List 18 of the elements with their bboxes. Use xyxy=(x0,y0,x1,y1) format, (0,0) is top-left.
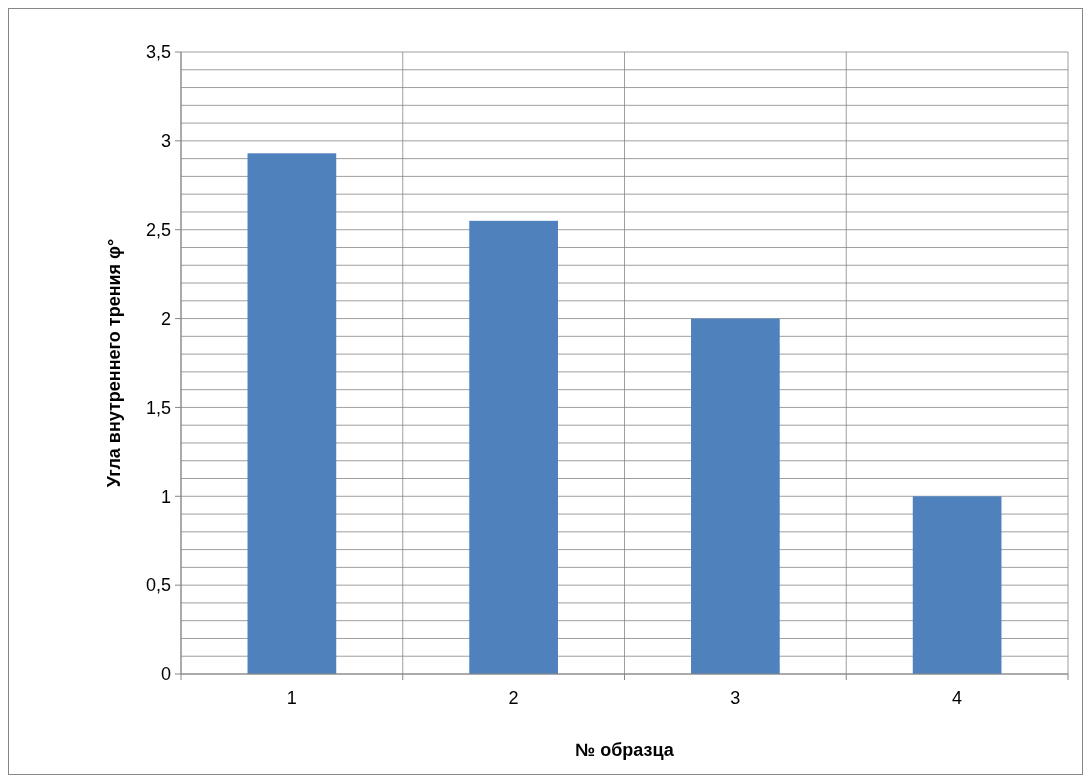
y-tick-label: 2,5 xyxy=(145,220,171,241)
x-tick-label: 1 xyxy=(286,688,297,708)
y-tick-label: 1,5 xyxy=(145,397,171,418)
x-tick-label: 3 xyxy=(730,688,741,708)
y-tick-label: 3,5 xyxy=(145,42,171,63)
bar xyxy=(469,220,558,674)
y-tick-label: 0 xyxy=(160,664,171,685)
y-tick-label: 1 xyxy=(160,486,171,507)
y-axis-title: Угла внутреннего трения φ° xyxy=(104,238,124,488)
y-tick-label: 0,5 xyxy=(145,575,171,596)
bar xyxy=(247,153,337,674)
y-tick-label: 2 xyxy=(160,308,171,329)
x-axis-title: № образца xyxy=(575,740,675,760)
x-tick-label: 2 xyxy=(508,688,519,708)
bar xyxy=(691,318,780,674)
bar xyxy=(912,496,1002,674)
y-tick-label: 3 xyxy=(160,131,171,152)
x-tick-label: 4 xyxy=(952,688,963,708)
